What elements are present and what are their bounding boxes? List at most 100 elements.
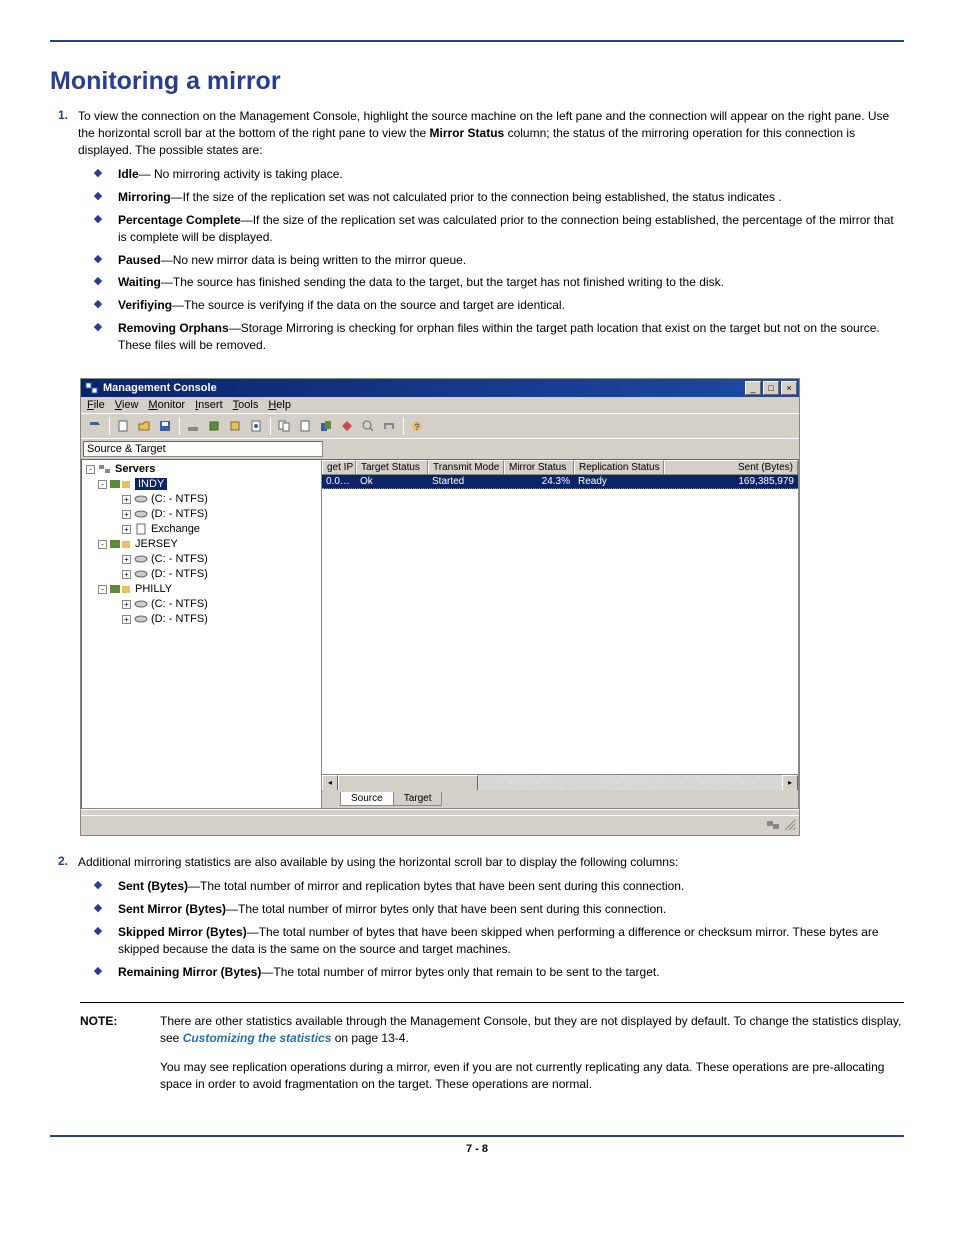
help-icon[interactable]: ?	[407, 416, 427, 436]
server-icon	[110, 538, 132, 550]
scroll-left-button[interactable]: ◂	[322, 775, 338, 791]
bullet-icon: ◆	[78, 166, 118, 183]
grid-header: get IP Target Status Transmit Mode Mirro…	[322, 460, 798, 475]
tree-root[interactable]: - Servers	[86, 462, 317, 477]
bullet-icon: ◆	[78, 924, 118, 958]
tree-drive[interactable]: +(C: - NTFS)	[86, 597, 317, 612]
toolbar-button-12[interactable]	[337, 416, 357, 436]
statusbar-icons	[765, 818, 797, 832]
doc-icon	[134, 523, 148, 535]
bullet-icon: ◆	[78, 274, 118, 291]
bottom-tabs: Source Target	[322, 790, 798, 808]
expand-icon[interactable]: +	[122, 570, 131, 579]
tab-source[interactable]: Source	[340, 792, 394, 806]
expand-icon[interactable]: +	[122, 510, 131, 519]
drive-icon	[134, 554, 148, 564]
statusbar	[81, 815, 799, 835]
expand-icon[interactable]: -	[98, 540, 107, 549]
toolbar-button-1[interactable]	[85, 416, 105, 436]
toolbar-button-6[interactable]	[204, 416, 224, 436]
toolbar-button-13[interactable]	[358, 416, 378, 436]
tab-target[interactable]: Target	[393, 792, 443, 806]
expand-icon[interactable]: +	[122, 555, 131, 564]
step-body: Additional mirroring statistics are also…	[78, 854, 904, 987]
save-icon[interactable]	[155, 416, 175, 436]
col-get-ip[interactable]: get IP	[322, 460, 356, 474]
step-number: 2.	[50, 854, 78, 987]
tree-server-jersey[interactable]: - JERSEY	[86, 537, 317, 552]
menu-file[interactable]: File	[87, 399, 105, 411]
toolbar-button-5[interactable]	[183, 416, 203, 436]
menu-tools[interactable]: Tools	[233, 399, 259, 411]
toolbar-button-14[interactable]	[379, 416, 399, 436]
step-body: To view the connection on the Management…	[78, 108, 904, 360]
tree-drive[interactable]: +(D: - NTFS)	[86, 567, 317, 582]
drive-icon	[134, 569, 148, 579]
toolbar: ?	[81, 413, 799, 438]
tree-drive[interactable]: +(D: - NTFS)	[86, 612, 317, 627]
view-selector[interactable]: Source & Target	[83, 441, 323, 457]
page-footer: 7 - 8	[50, 1135, 904, 1155]
close-button[interactable]: ×	[781, 381, 797, 395]
col-target-status[interactable]: Target Status	[356, 460, 428, 474]
svg-text:?: ?	[414, 422, 420, 432]
col-mirror-status[interactable]: Mirror Status	[504, 460, 574, 474]
page-title: Monitoring a mirror	[50, 67, 904, 96]
toolbar-button-10[interactable]	[295, 416, 315, 436]
drive-icon	[134, 614, 148, 624]
open-icon[interactable]	[134, 416, 154, 436]
bullet-icon: ◆	[78, 212, 118, 246]
col-replication-status[interactable]: Replication Status	[574, 460, 664, 474]
mirror-status-term: Mirror Status	[430, 126, 505, 140]
bullet-icon: ◆	[78, 252, 118, 269]
tree-drive[interactable]: +(C: - NTFS)	[86, 552, 317, 567]
note-body: There are other statistics available thr…	[160, 1013, 904, 1104]
toolbar-button-11[interactable]	[316, 416, 336, 436]
toolbar-button-8[interactable]	[246, 416, 266, 436]
bullet-icon: ◆	[78, 901, 118, 918]
status-icon	[765, 818, 781, 832]
grid-row[interactable]: 0.0… Ok Started 24.3% Ready 169,385,979	[322, 475, 798, 489]
server-icon	[110, 583, 132, 595]
menu-insert[interactable]: Insert	[195, 399, 223, 411]
expand-icon[interactable]: +	[122, 495, 131, 504]
customizing-statistics-link[interactable]: Customizing the statistics	[183, 1031, 332, 1045]
menu-help[interactable]: Help	[268, 399, 291, 411]
new-icon[interactable]	[113, 416, 133, 436]
tree-server-philly[interactable]: - PHILLY	[86, 582, 317, 597]
step-1: 1. To view the connection on the Managem…	[50, 108, 904, 360]
expand-icon[interactable]: -	[98, 480, 107, 489]
tree-server-indy[interactable]: - INDY	[86, 477, 317, 492]
scroll-right-button[interactable]: ▸	[782, 775, 798, 791]
horizontal-scrollbar[interactable]: ◂ ▸	[322, 774, 798, 790]
expand-icon[interactable]: -	[86, 465, 95, 474]
step-number: 1.	[50, 108, 78, 360]
toolbar-button-9[interactable]	[274, 416, 294, 436]
tree-drive[interactable]: +(D: - NTFS)	[86, 507, 317, 522]
scroll-thumb[interactable]	[338, 775, 478, 791]
col-sent-bytes[interactable]: Sent (Bytes)	[664, 460, 798, 474]
note-block: NOTE: There are other statistics availab…	[80, 1002, 904, 1104]
column-list: ◆Sent (Bytes)—The total number of mirror…	[78, 878, 904, 980]
minimize-button[interactable]: _	[745, 381, 761, 395]
menu-view[interactable]: View	[115, 399, 139, 411]
window-titlebar[interactable]: Management Console _ □ ×	[81, 379, 799, 397]
tree-item-exchange[interactable]: +Exchange	[86, 522, 317, 537]
toolbar-button-7[interactable]	[225, 416, 245, 436]
grid-body: 0.0… Ok Started 24.3% Ready 169,385,979	[322, 475, 798, 774]
maximize-button[interactable]: □	[763, 381, 779, 395]
step-text: Additional mirroring statistics are also…	[78, 855, 678, 869]
tree-root-label: Servers	[115, 463, 155, 475]
tree-drive[interactable]: +(C: - NTFS)	[86, 492, 317, 507]
bullet-icon: ◆	[78, 297, 118, 314]
toolbar-separator	[270, 417, 271, 435]
expand-icon[interactable]: +	[122, 525, 131, 534]
expand-icon[interactable]: -	[98, 585, 107, 594]
col-transmit-mode[interactable]: Transmit Mode	[428, 460, 504, 474]
connections-pane: get IP Target Status Transmit Mode Mirro…	[322, 460, 798, 808]
bullet-icon: ◆	[78, 189, 118, 206]
expand-icon[interactable]: +	[122, 600, 131, 609]
scroll-track[interactable]	[478, 775, 782, 790]
expand-icon[interactable]: +	[122, 615, 131, 624]
menu-monitor[interactable]: Monitor	[148, 399, 185, 411]
